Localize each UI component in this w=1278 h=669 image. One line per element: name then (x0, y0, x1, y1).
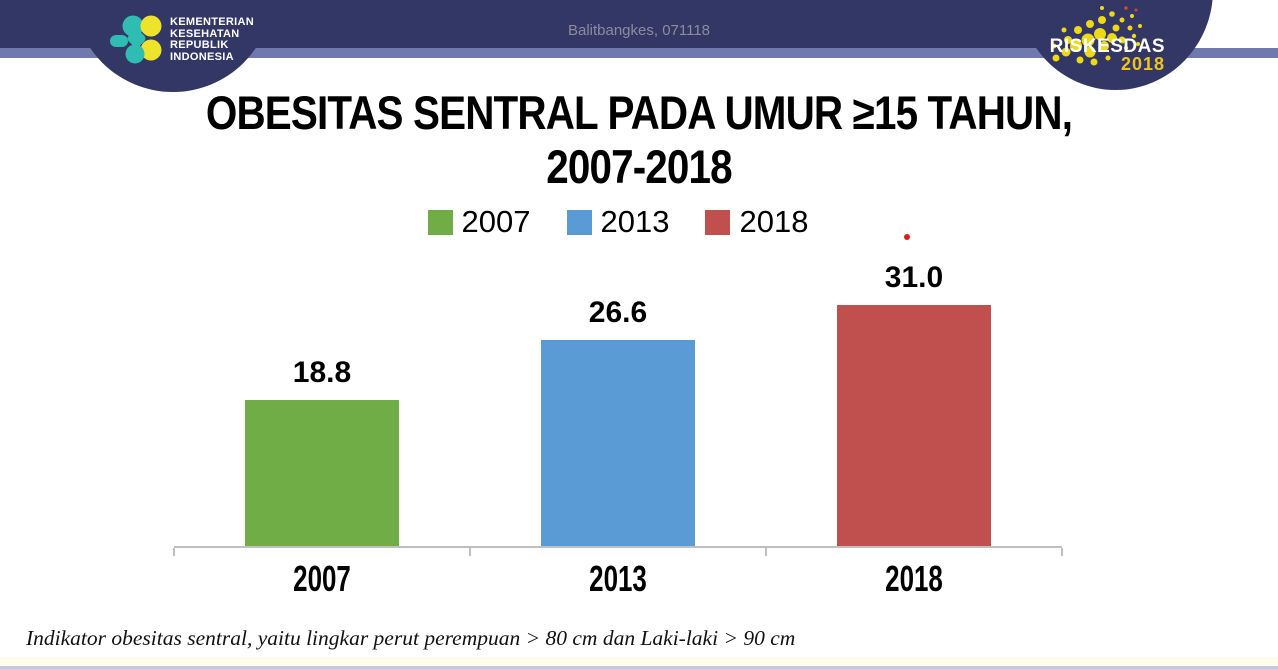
riskesdas-dot-red (1124, 6, 1128, 10)
riskesdas-dot-red (1134, 8, 1138, 12)
riskesdas-dot (1099, 41, 1109, 51)
riskesdas-dot (1094, 28, 1106, 40)
kemenkes-line: REPUBLIK (170, 39, 229, 51)
legend-label: 2007 (461, 204, 531, 239)
riskesdas-dot (1064, 36, 1072, 44)
bar-chart: 18.8 2007 26.6 2013 31.0 2018 (0, 250, 1278, 610)
legend-item-2018: 2018 (705, 204, 808, 240)
riskesdas-dot (1127, 25, 1133, 31)
legend-item-2007: 2007 (427, 204, 531, 240)
riskesdas-dot (1123, 45, 1129, 51)
riskesdas-dot (1061, 47, 1071, 57)
legend-label: 2018 (739, 204, 809, 239)
legend-label: 2013 (600, 204, 670, 239)
riskesdas-dot (1107, 33, 1117, 43)
kemenkes-line: KESEHATAN (170, 27, 240, 40)
legend-swatch (427, 209, 453, 235)
slide-title-line1: OBESITAS SENTRAL PADA UMUR ≥15 TAHUN, (205, 86, 1073, 139)
legend-item-2013: 2013 (566, 204, 670, 240)
bottom-strip (0, 657, 1278, 669)
riskesdas-dot (1074, 26, 1082, 34)
kemenkes-logo-icon (110, 15, 162, 64)
riskesdas-dot (1090, 58, 1098, 66)
riskesdas-dot (1131, 33, 1137, 39)
category-label-2018: 2018 (885, 558, 943, 599)
riskesdas-dot (1061, 27, 1067, 33)
riskesdas-dot (1130, 14, 1134, 18)
riskesdas-dot (1109, 11, 1115, 17)
chart-legend: 2007 2013 2018 (174, 204, 1062, 240)
riskesdas-dot (1112, 24, 1120, 32)
legend-swatch (566, 209, 592, 235)
riskesdas-dot (1105, 55, 1111, 61)
riskesdas-dot (1086, 20, 1094, 28)
x-axis-tick (173, 548, 175, 556)
kemenkes-logo-text: KEMENTERIAN KESEHATAN REPUBLIK INDONESIA (170, 16, 254, 63)
riskesdas-logo-title: RISKESDAS (1049, 36, 1165, 57)
riskesdas-dot (1081, 33, 1095, 47)
header-caption: Balitbangkes, 071118 (567, 22, 711, 39)
bar-value-label-2007: 18.8 (292, 356, 352, 389)
x-axis-tick (1061, 548, 1063, 556)
riskesdas-dot (1070, 40, 1082, 52)
category-label-2007: 2007 (293, 558, 351, 599)
riskesdas-dot (1076, 56, 1084, 64)
riskesdas-dot (1052, 54, 1060, 62)
legend-swatch (705, 209, 731, 235)
x-axis-tick (765, 548, 767, 556)
x-axis-tick (469, 548, 471, 556)
bar-2018 (837, 305, 991, 547)
bar-2013 (541, 340, 695, 547)
riskesdas-dot (1138, 24, 1142, 28)
bar-2007 (245, 400, 399, 547)
bar-value-label-2018: 31.0 (884, 261, 944, 294)
bar-value-label-2013: 26.6 (588, 296, 648, 329)
kemenkes-line: KEMENTERIAN (170, 16, 254, 28)
footnote: Indikator obesitas sentral, yaitu lingka… (26, 626, 796, 650)
kemenkes-line: INDONESIA (170, 50, 234, 63)
header-stripe (0, 48, 1278, 58)
laser-pointer-dot (904, 234, 910, 240)
riskesdas-dot (1098, 16, 1106, 24)
slide-title: OBESITAS SENTRAL PADA UMUR ≥15 TAHUN, 20… (89, 86, 1188, 194)
category-label-2013: 2013 (589, 558, 647, 599)
riskesdas-dot (1118, 36, 1126, 44)
x-axis-line (174, 546, 1062, 548)
riskesdas-logo-year: 2018 (1120, 54, 1165, 74)
slide-title-line2: 2007-2018 (546, 140, 732, 193)
riskesdas-dots-icon (1051, 6, 1142, 66)
riskesdas-dot (1084, 46, 1096, 58)
riskesdas-dot (1136, 42, 1140, 46)
riskesdas-dot (1051, 43, 1057, 49)
riskesdas-dot (1119, 17, 1125, 23)
riskesdas-dot (1100, 6, 1104, 10)
